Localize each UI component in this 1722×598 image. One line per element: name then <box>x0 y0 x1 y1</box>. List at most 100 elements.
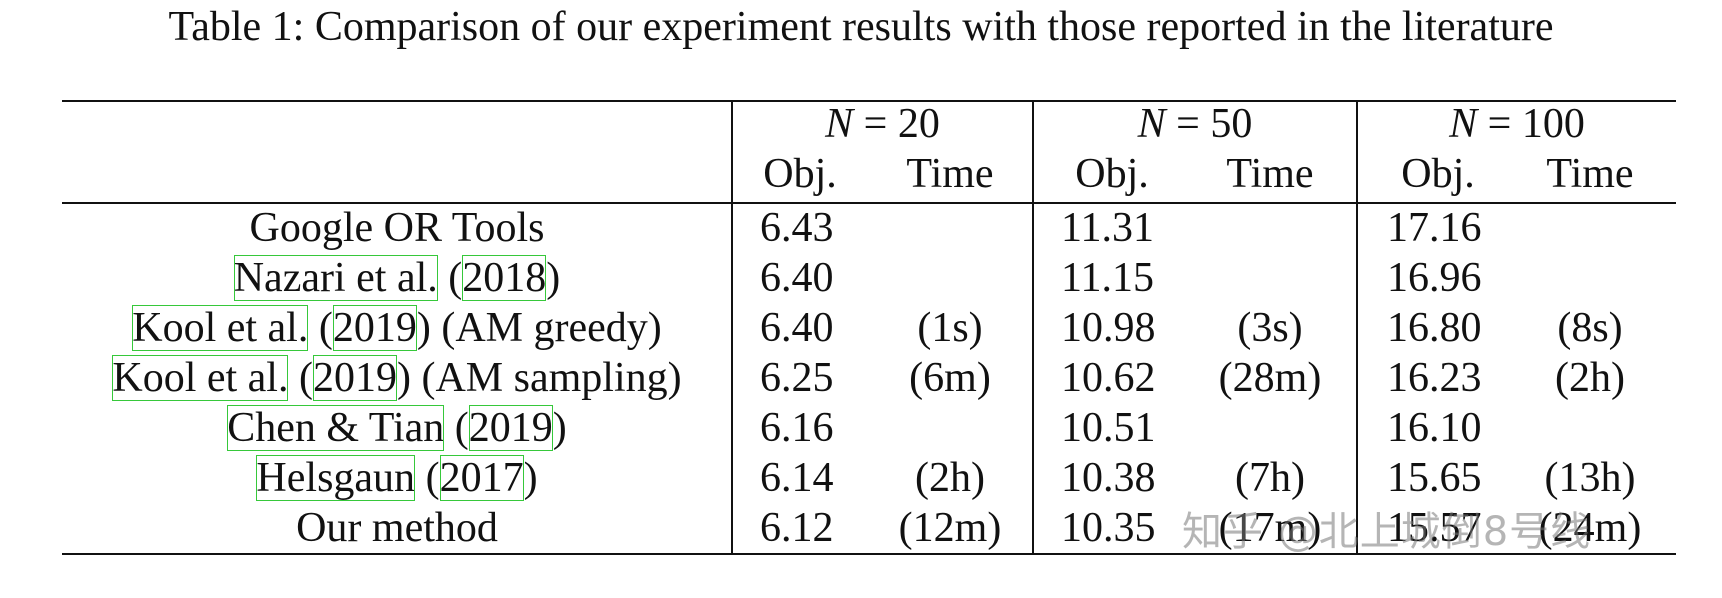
column-header-obj: Obj. <box>763 151 837 197</box>
method-text: ) (AM sampling) <box>396 355 682 401</box>
time-n50-cell: (28m) <box>1218 355 1322 401</box>
table-row: Our method 6.12 (12m) 10.35 (17m) 15.57 (24m) <box>0 503 1722 553</box>
time-n100-cell: (13h) <box>1544 455 1636 501</box>
method-text: ) <box>546 255 561 301</box>
column-header-time: Time <box>906 151 994 197</box>
time-n50-cell: (3s) <box>1237 305 1303 351</box>
method-cell: Our method <box>62 503 732 553</box>
obj-n50-cell: 10.38 <box>1061 455 1156 501</box>
obj-n100-cell: 16.10 <box>1387 405 1482 451</box>
method-text: ) <box>523 455 538 501</box>
obj-n100-cell: 16.23 <box>1387 355 1482 401</box>
method-cell: Google OR Tools <box>62 203 732 253</box>
time-n20-cell: (12m) <box>898 505 1002 551</box>
n-value: 50 <box>1210 101 1253 147</box>
citation-link[interactable]: 2017 <box>439 455 524 501</box>
column-header-obj: Obj. <box>1401 151 1475 197</box>
time-n100-cell: (24m) <box>1538 505 1642 551</box>
group-header-n100: N = 100 <box>1358 96 1676 152</box>
obj-n20-cell: 6.14 <box>760 455 834 501</box>
obj-n20-cell: 6.16 <box>760 405 834 451</box>
time-n20-cell: (2h) <box>915 455 985 501</box>
method-text: ( <box>288 355 313 401</box>
obj-n50-cell: 11.31 <box>1061 205 1154 251</box>
time-n20-cell <box>880 253 1020 303</box>
equals-sign: = <box>1477 101 1522 147</box>
column-divider <box>1032 101 1034 554</box>
time-n100-cell: (8s) <box>1557 305 1623 351</box>
column-header-time: Time <box>1226 151 1314 197</box>
n-symbol: N <box>1137 101 1166 147</box>
time-n20-cell: (6m) <box>909 355 991 401</box>
obj-n50-cell: 11.15 <box>1061 255 1154 301</box>
method-cell: Kool et al. (2019) (AM greedy) <box>62 303 732 353</box>
obj-n20-cell: 6.12 <box>760 505 834 551</box>
obj-n100-cell: 17.16 <box>1387 205 1482 251</box>
method-cell: Helsgaun (2017) <box>62 453 732 503</box>
method-text: Google OR Tools <box>249 205 545 251</box>
table-row: Kool et al. (2019) (AM greedy) 6.40 (1s) 10… <box>0 303 1722 353</box>
citation-link[interactable]: Nazari et al. <box>233 255 438 301</box>
citation-link[interactable]: 2019 <box>312 355 397 401</box>
time-n100-cell: (2h) <box>1555 355 1625 401</box>
time-n50-cell <box>1200 203 1340 253</box>
n-symbol: N <box>1449 101 1478 147</box>
bottom-rule <box>62 553 1676 555</box>
time-n50-cell <box>1200 253 1340 303</box>
n-symbol: N <box>825 101 854 147</box>
watermark: 知乎 @北上城倒8号线 <box>1182 509 1592 555</box>
time-n100-cell <box>1520 403 1660 453</box>
equals-sign: = <box>853 101 898 147</box>
method-text: ( <box>308 305 333 351</box>
obj-n100-cell: 15.57 <box>1387 505 1482 551</box>
column-header-obj: Obj. <box>1075 151 1149 197</box>
equals-sign: = <box>1165 101 1211 147</box>
obj-n20-cell: 6.25 <box>760 355 834 401</box>
method-text: Our method <box>296 505 498 551</box>
time-n50-cell <box>1200 403 1340 453</box>
table-row: Google OR Tools 6.43 11.31 17.16 <box>0 203 1722 253</box>
time-n20-cell <box>880 203 1020 253</box>
obj-n20-cell: 6.40 <box>760 305 834 351</box>
time-n50-cell: (7h) <box>1235 455 1305 501</box>
method-cell: Kool et al. (2019) (AM sampling) <box>62 353 732 403</box>
time-n100-cell <box>1520 253 1660 303</box>
method-text: ( <box>444 405 469 451</box>
time-n100-cell <box>1520 203 1660 253</box>
citation-link[interactable]: 2018 <box>462 255 547 301</box>
time-n20-cell: (1s) <box>917 305 983 351</box>
group-header-n20: N = 20 <box>733 96 1032 152</box>
table-row: Helsgaun (2017) 6.14 (2h) 10.38 (7h) 15.65 (13… <box>0 453 1722 503</box>
column-header-time: Time <box>1546 151 1634 197</box>
citation-link[interactable]: Helsgaun <box>256 455 416 501</box>
n-value: 100 <box>1521 101 1585 147</box>
obj-n50-cell: 10.98 <box>1061 305 1156 351</box>
table-row: Nazari et al. (2018) 6.40 11.15 16.96 <box>0 253 1722 303</box>
method-text: ( <box>437 255 463 301</box>
citation-link[interactable]: 2019 <box>332 305 417 351</box>
method-cell: Nazari et al. (2018) <box>62 253 732 303</box>
citation-link[interactable]: Kool et al. <box>132 305 309 351</box>
table-caption: Table 1: Comparison of our experiment re… <box>168 4 1554 50</box>
method-text: ) <box>552 405 567 451</box>
table-row: Kool et al. (2019) (AM sampling) 6.25 (6m)… <box>0 353 1722 403</box>
citation-link[interactable]: Kool et al. <box>112 355 289 401</box>
citation-link[interactable]: Chen & Tian <box>227 405 445 451</box>
table-row: Chen & Tian (2019) 6.16 10.51 16.10 <box>0 403 1722 453</box>
method-text: ( <box>415 455 440 501</box>
method-text: ) (AM greedy) <box>416 305 662 351</box>
column-divider <box>731 101 733 554</box>
time-n20-cell <box>880 403 1020 453</box>
obj-n50-cell: 10.51 <box>1061 405 1156 451</box>
method-cell: Chen & Tian (2019) <box>62 403 732 453</box>
obj-n100-cell: 16.80 <box>1387 305 1482 351</box>
n-value: 20 <box>897 101 940 147</box>
obj-n50-cell: 10.62 <box>1061 355 1156 401</box>
obj-n50-cell: 10.35 <box>1061 505 1156 551</box>
obj-n100-cell: 15.65 <box>1387 455 1482 501</box>
group-header-n50: N = 50 <box>1034 96 1356 152</box>
obj-n20-cell: 6.40 <box>760 255 834 301</box>
column-divider <box>1356 101 1358 554</box>
citation-link[interactable]: 2019 <box>468 405 553 451</box>
top-rule <box>62 100 1676 102</box>
